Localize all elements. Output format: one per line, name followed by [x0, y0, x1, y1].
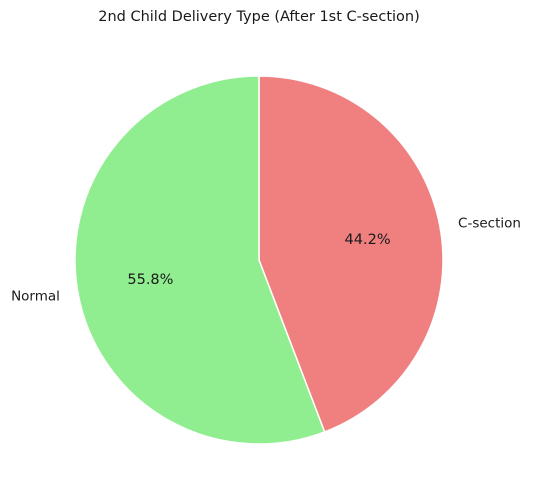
pie-labels: C-section 44.2% Normal 55.8%: [11, 215, 521, 304]
slice-percent-c-section: 44.2%: [345, 232, 391, 248]
pie-slice-c-section: [258, 75, 444, 433]
pie-slices: [74, 75, 444, 445]
chart-title: 2nd Child Delivery Type (After 1st C-sec…: [98, 9, 420, 25]
pie-slice-normal: [74, 75, 326, 445]
slice-label-c-section: C-section: [458, 215, 521, 231]
slice-label-normal: Normal: [11, 289, 60, 305]
slice-percent-normal: 55.8%: [127, 272, 173, 288]
